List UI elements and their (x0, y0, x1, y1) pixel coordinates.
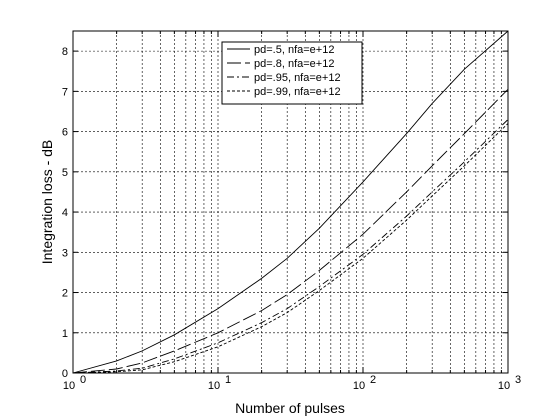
series-line-1 (72, 30, 509, 374)
plot-frame (72, 30, 509, 374)
series-line-4 (72, 123, 509, 374)
y-tick-label: 0 (62, 368, 68, 380)
series-line-3 (72, 119, 509, 374)
x-tick-label: 10 (353, 380, 365, 392)
x-tick-label: 10 (208, 380, 220, 392)
legend-label: pd=.8, nfa=e+12 (254, 58, 334, 70)
y-axis-label: Integration loss - dB (39, 140, 55, 265)
legend-label: pd=.5, nfa=e+12 (254, 44, 334, 56)
legend-label: pd=.95, nfa=e+12 (254, 72, 341, 84)
legend-box (221, 41, 363, 105)
y-tick-label: 8 (62, 46, 68, 58)
x-tick-exponent: 2 (370, 374, 376, 386)
x-tick-label: 10 (63, 380, 75, 392)
x-axis-label: Number of pulses (235, 400, 345, 416)
y-tick-label: 2 (62, 288, 68, 300)
series-line-2 (72, 88, 509, 374)
y-tick-label: 4 (62, 207, 68, 219)
legend: pd=.5, nfa=e+12 pd=.8, nfa=e+12 pd=.95, nf… (221, 41, 363, 105)
y-tick-label: 6 (62, 127, 68, 139)
y-tick-label: 5 (62, 167, 68, 179)
x-tick-exponent: 1 (225, 374, 231, 386)
y-tick-label: 7 (62, 86, 68, 98)
y-tick-label: 1 (62, 328, 68, 340)
x-tick-label: 10 (498, 380, 510, 392)
x-tick-exponent: 0 (80, 374, 86, 386)
y-tick-label: 3 (62, 247, 68, 259)
data-series (72, 30, 509, 374)
x-tick-exponent: 3 (515, 374, 521, 386)
legend-label: pd=.99, nfa=e+12 (254, 86, 341, 98)
